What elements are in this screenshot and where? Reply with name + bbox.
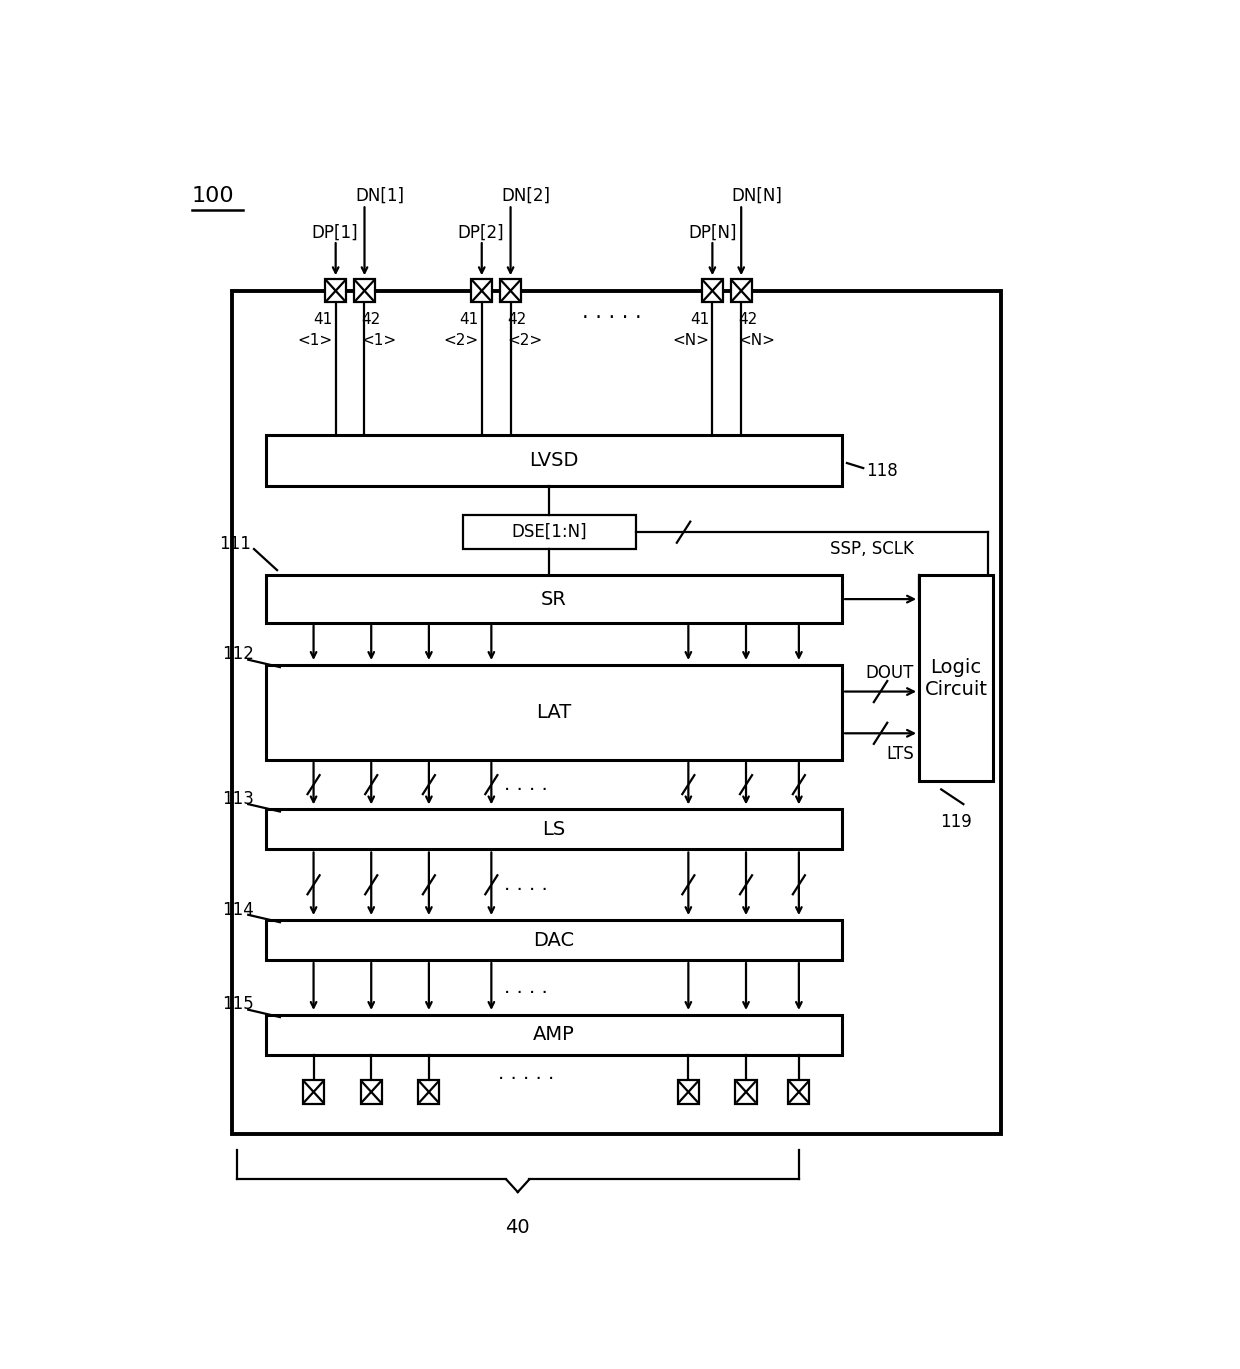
Bar: [463, 515, 635, 549]
Text: AMP: AMP: [533, 1025, 574, 1045]
Text: 42: 42: [507, 312, 527, 327]
Text: . . . .: . . . .: [503, 775, 548, 794]
Bar: [232, 290, 1001, 1134]
Text: 112: 112: [222, 645, 254, 664]
Text: SR: SR: [541, 590, 567, 609]
Text: <N>: <N>: [672, 333, 709, 348]
Text: DSE[1:N]: DSE[1:N]: [511, 523, 587, 541]
Bar: [735, 1080, 756, 1103]
Text: 41: 41: [314, 312, 332, 327]
Text: 119: 119: [940, 813, 972, 831]
Text: . . . .: . . . .: [503, 977, 548, 997]
Bar: [730, 279, 751, 303]
Text: 42: 42: [362, 312, 381, 327]
Bar: [265, 575, 842, 623]
Text: DN[1]: DN[1]: [355, 188, 404, 205]
Text: 42: 42: [738, 312, 758, 327]
Text: 114: 114: [222, 901, 254, 919]
Bar: [361, 1080, 382, 1103]
Text: <2>: <2>: [444, 333, 479, 348]
Text: 113: 113: [222, 790, 254, 808]
Bar: [303, 1080, 324, 1103]
Bar: [919, 575, 993, 780]
Bar: [265, 435, 842, 486]
Bar: [325, 279, 346, 303]
Text: DP[N]: DP[N]: [688, 223, 737, 242]
Text: LVSD: LVSD: [529, 450, 579, 470]
Bar: [353, 279, 374, 303]
Bar: [265, 809, 842, 849]
Text: 111: 111: [219, 535, 250, 553]
Text: . . . . .: . . . . .: [582, 301, 641, 322]
Text: 115: 115: [222, 995, 254, 1013]
Bar: [678, 1080, 699, 1103]
Text: LAT: LAT: [536, 702, 572, 721]
Bar: [265, 920, 842, 960]
Bar: [265, 665, 842, 760]
Bar: [500, 279, 521, 303]
Bar: [702, 279, 723, 303]
Bar: [265, 1014, 842, 1055]
Text: Logic
Circuit: Logic Circuit: [925, 657, 987, 698]
Text: <2>: <2>: [507, 333, 543, 348]
Bar: [471, 279, 492, 303]
Text: DN[2]: DN[2]: [501, 188, 551, 205]
Text: <1>: <1>: [298, 333, 332, 348]
Bar: [789, 1080, 810, 1103]
Text: SSP, SCLK: SSP, SCLK: [831, 539, 914, 559]
Text: DP[1]: DP[1]: [311, 223, 358, 242]
Text: 41: 41: [691, 312, 709, 327]
Text: LTS: LTS: [887, 745, 914, 764]
Bar: [418, 1080, 439, 1103]
Text: DP[2]: DP[2]: [458, 223, 505, 242]
Text: 41: 41: [460, 312, 479, 327]
Text: <1>: <1>: [362, 333, 397, 348]
Text: . . . .: . . . .: [503, 875, 548, 894]
Text: 118: 118: [866, 461, 898, 479]
Text: 40: 40: [506, 1218, 529, 1238]
Text: DN[N]: DN[N]: [732, 188, 782, 205]
Text: DOUT: DOUT: [866, 664, 914, 682]
Text: LS: LS: [542, 820, 565, 839]
Text: 100: 100: [191, 186, 234, 207]
Text: DAC: DAC: [533, 931, 574, 950]
Text: <N>: <N>: [738, 333, 775, 348]
Text: . . . . .: . . . . .: [497, 1064, 554, 1083]
